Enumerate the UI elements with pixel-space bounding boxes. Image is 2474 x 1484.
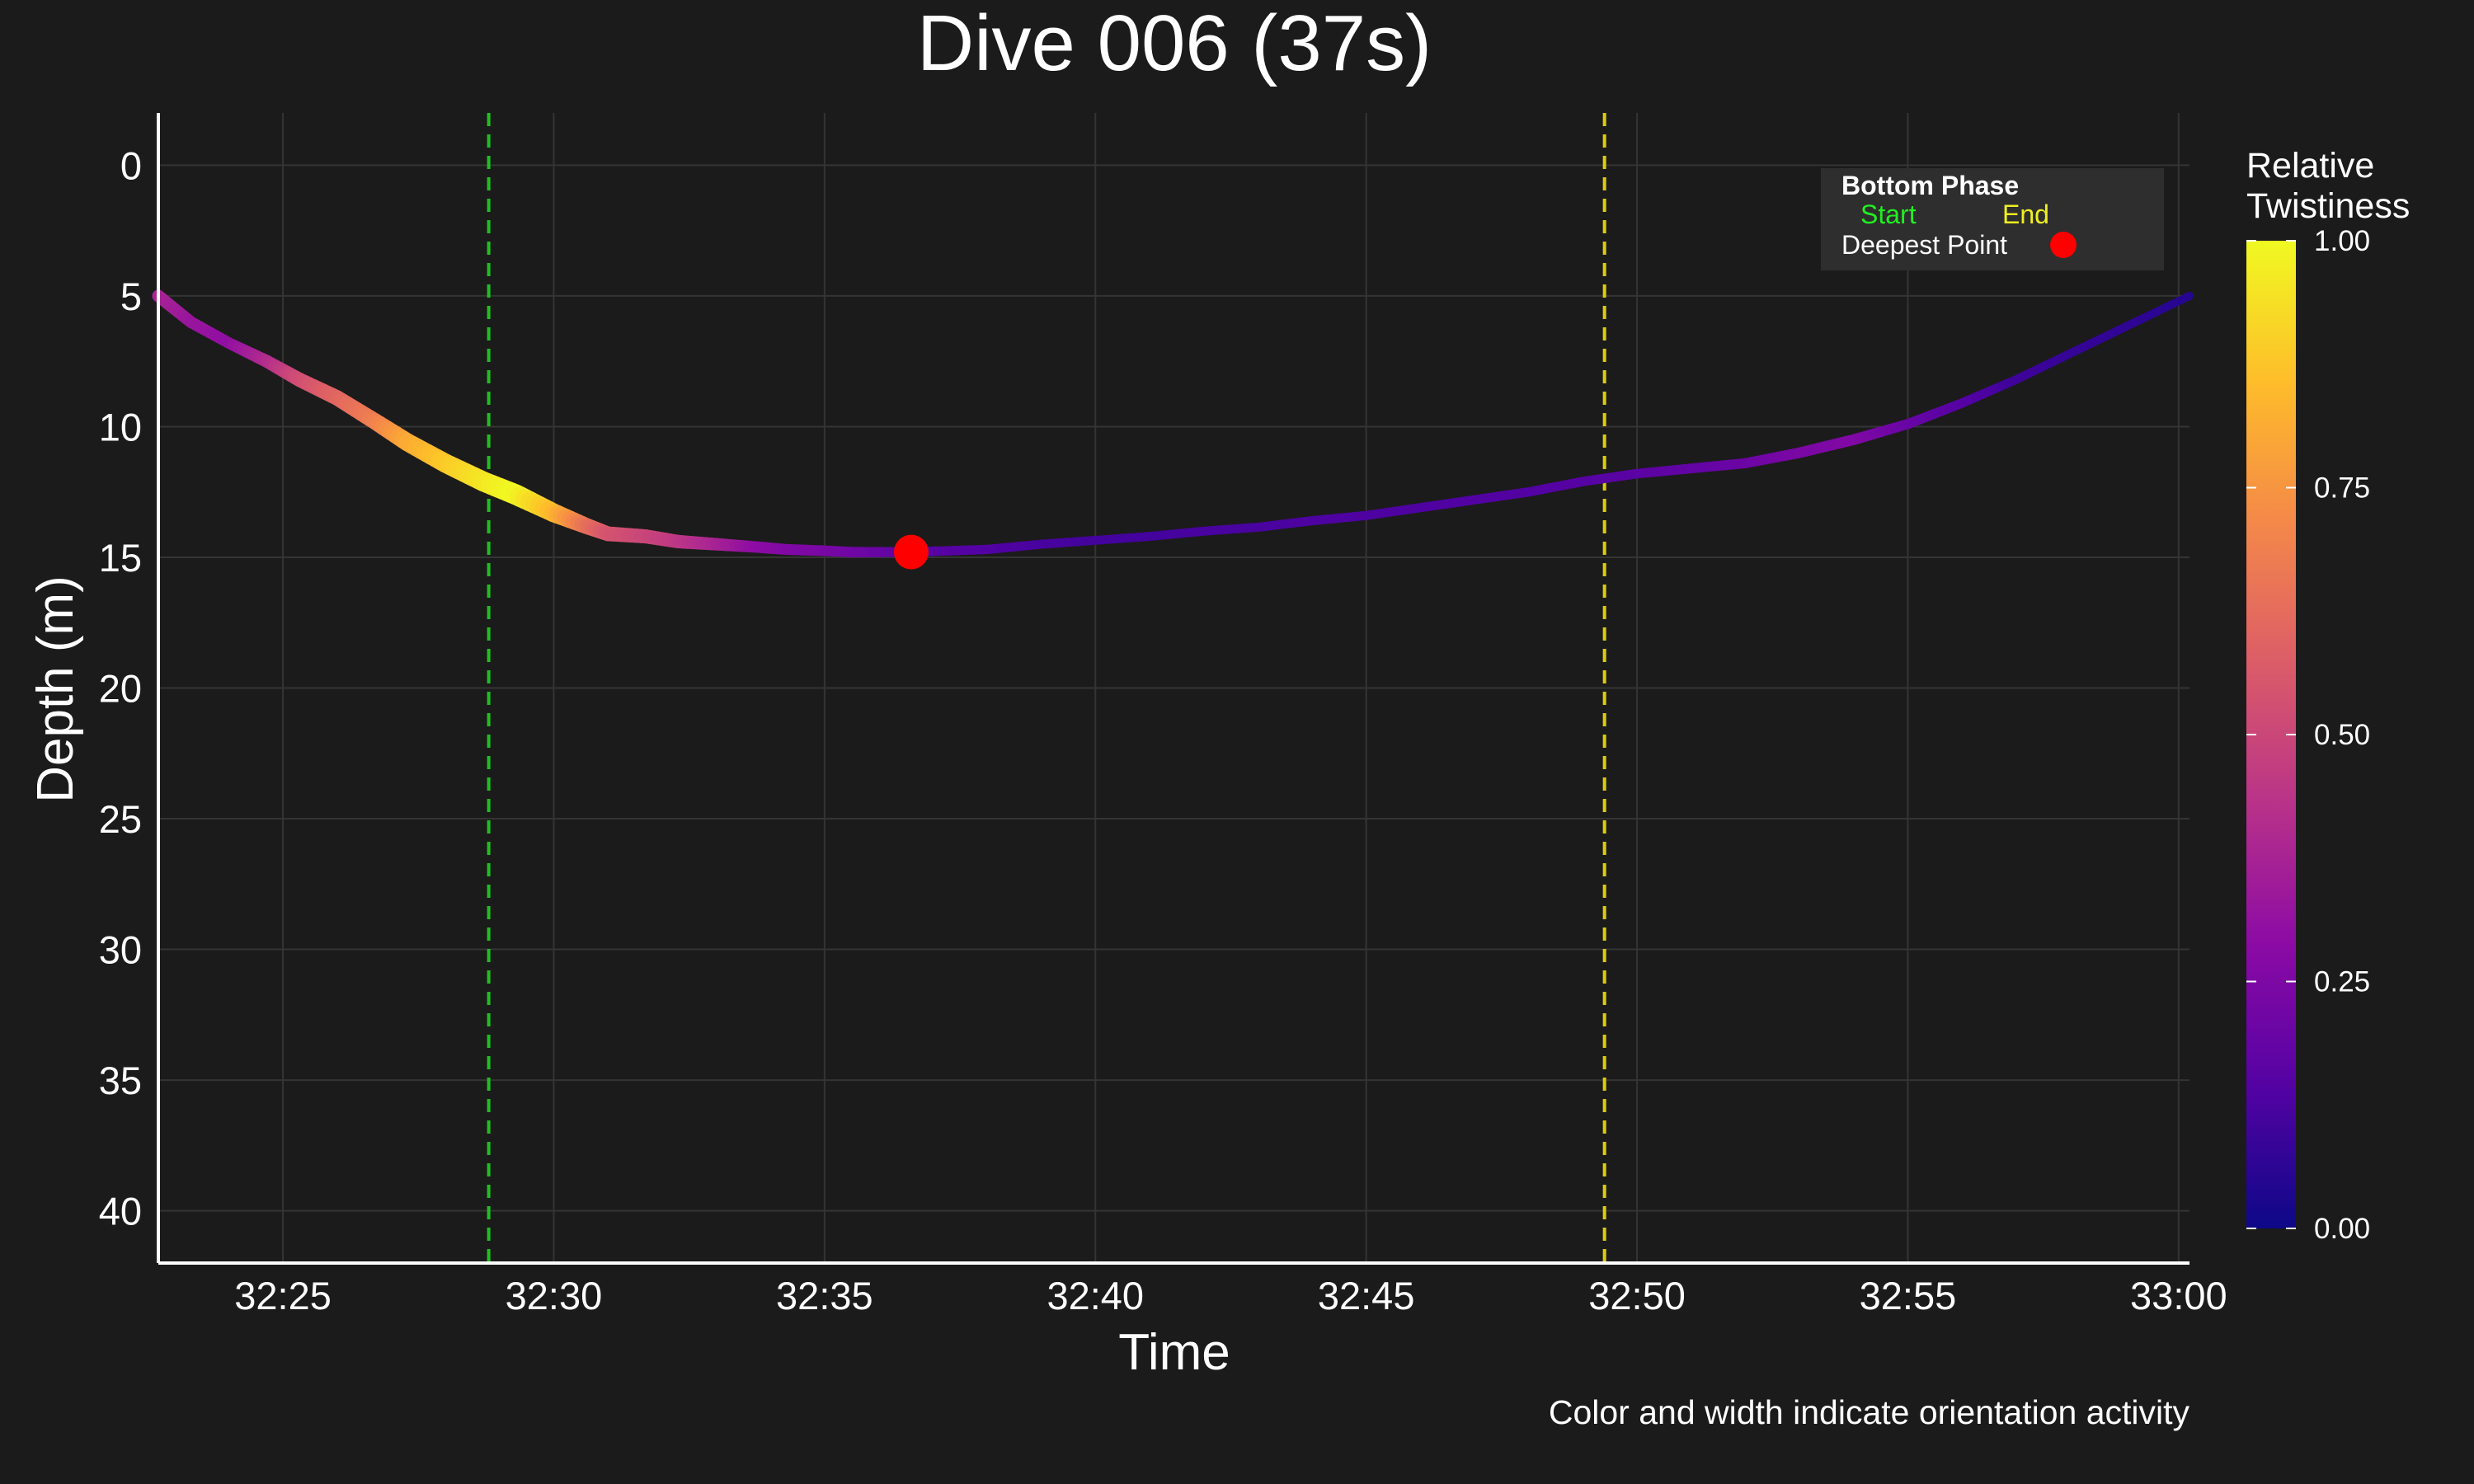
y-tick-label: 30	[99, 928, 142, 972]
colorbar-tick-label: 0.50	[2314, 719, 2370, 751]
legend-deepest-label: Deepest Point	[1841, 230, 2007, 260]
x-tick-label: 32:40	[1047, 1274, 1144, 1317]
y-tick-label: 25	[99, 797, 142, 841]
y-axis-ticks: 0 5 10 15 20 25 30 35 40	[99, 143, 142, 1233]
legend-end-label: End	[2002, 200, 2049, 229]
series-segment	[2177, 292, 2194, 304]
x-tick-label: 32:25	[234, 1274, 332, 1317]
legend-box: Bottom Phase Start End Deepest Point	[1821, 168, 2164, 270]
x-axis-ticks: 32:25 32:30 32:35 32:40 32:45 32:50 32:55 33:00	[234, 1274, 2227, 1317]
colorbar-tick-label: 0.75	[2314, 472, 2370, 505]
legend-start-label: Start	[1860, 200, 1917, 229]
colorbar-tick-label: 1.00	[2314, 225, 2370, 257]
colorbar-title-line1: Relative	[2246, 146, 2374, 186]
grid-lines	[158, 113, 2189, 1263]
colorbar-title-line2: Twistiness	[2246, 186, 2410, 226]
depth-series-line	[152, 289, 2194, 557]
chart-caption: Color and width indicate orientation act…	[1549, 1393, 2190, 1431]
legend-title: Bottom Phase	[1841, 171, 2019, 200]
y-tick-label: 0	[120, 143, 142, 187]
y-tick-label: 5	[120, 275, 142, 318]
x-tick-label: 33:00	[2130, 1274, 2227, 1317]
x-tick-label: 32:30	[506, 1274, 603, 1317]
colorbar: Relative Twistiness 1.00 0.75 0.50 0.25 0.00	[2246, 146, 2410, 1245]
y-axis-label: Depth (m)	[27, 575, 84, 803]
legend-background	[1821, 168, 2164, 270]
x-tick-label: 32:55	[1860, 1274, 1957, 1317]
y-tick-label: 10	[99, 405, 142, 448]
x-axis-label: Time	[1118, 1324, 1230, 1381]
deepest-point-layer	[893, 534, 929, 570]
y-tick-label: 15	[99, 536, 142, 580]
chart-title: Dive 006 (37s)	[917, 0, 1432, 87]
deepest-point-marker	[893, 534, 929, 570]
legend-deepest-marker	[2050, 232, 2077, 258]
colorbar-tick-label: 0.00	[2314, 1213, 2370, 1245]
colorbar-tick-label: 0.25	[2314, 966, 2370, 998]
x-tick-label: 32:45	[1318, 1274, 1415, 1317]
x-tick-label: 32:50	[1588, 1274, 1686, 1317]
y-tick-label: 40	[99, 1190, 142, 1233]
y-tick-label: 20	[99, 667, 142, 711]
x-tick-label: 32:35	[776, 1274, 873, 1317]
y-tick-label: 35	[99, 1059, 142, 1102]
colorbar-ticks: 1.00 0.75 0.50 0.25 0.00	[2246, 225, 2370, 1245]
